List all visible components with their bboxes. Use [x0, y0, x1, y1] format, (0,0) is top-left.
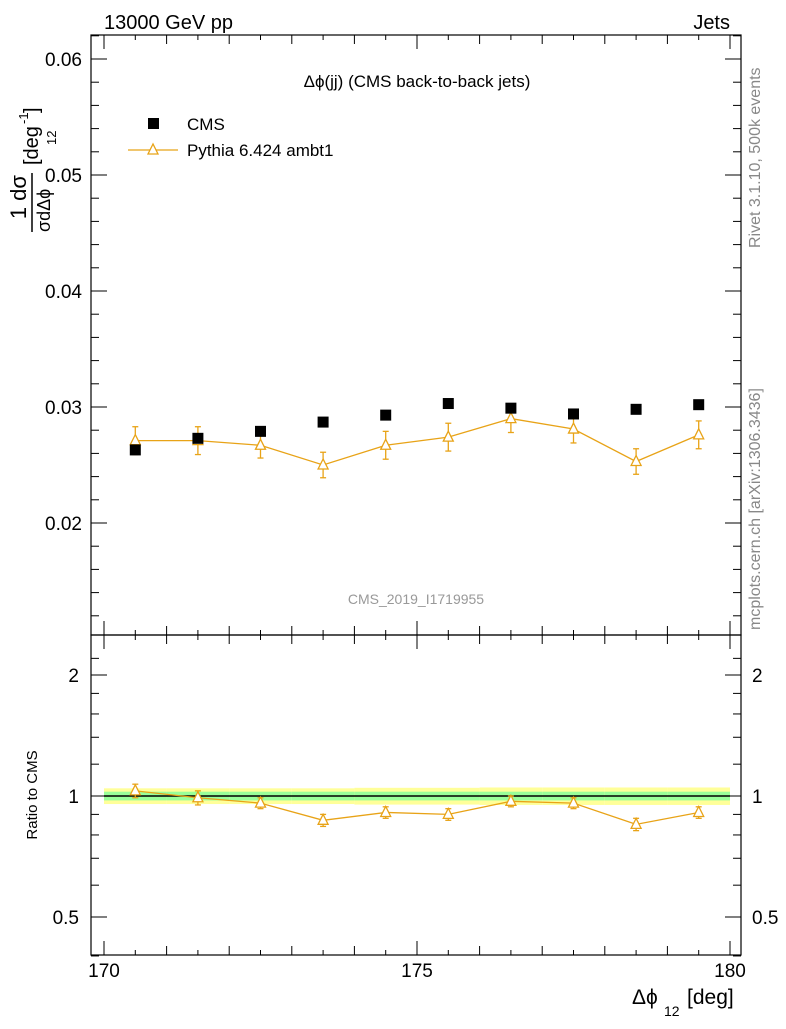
xlabel-sub: 12: [664, 1003, 680, 1019]
ratio-y-tick-label-right: 1: [752, 787, 763, 808]
x-tick-label: 170: [88, 961, 120, 982]
mc-ratio-point: [317, 812, 330, 825]
mc-ratio-point: [191, 790, 204, 803]
legend-mc-marker: [146, 142, 160, 155]
mc-ratio-point: [630, 816, 643, 830]
y-tick-label: 0.02: [45, 514, 82, 535]
mc-ratio-point: [254, 795, 267, 808]
rivet-label: Rivet 3.1.10, 500k events: [747, 67, 764, 248]
data-point: [442, 398, 454, 410]
xlabel-unit: [deg]: [687, 986, 734, 1009]
data-point: [693, 399, 705, 411]
mc-point: [317, 457, 330, 470]
ylabel-unit-close: ]: [21, 107, 43, 113]
legend: CMS Pythia 6.424 ambt1: [128, 115, 333, 160]
mc-ratio-point: [504, 793, 517, 806]
x-tick-label: 180: [714, 961, 746, 982]
data-point: [505, 402, 517, 414]
data-point: [630, 403, 642, 415]
ylabel-denominator-sub: 12: [44, 131, 59, 145]
xlabel: Δϕ 12 [deg]: [632, 986, 734, 1019]
data-point: [192, 432, 204, 444]
y-tick-label: 0.05: [45, 166, 82, 187]
plot-title: Δϕ(jj) (CMS back-to-back jets): [304, 72, 531, 91]
mc-line: [135, 417, 699, 466]
ratio-y-tick-label: 1: [68, 787, 79, 808]
ratio-frame: [90, 634, 742, 956]
ylabel-numerator: 1 dσ: [6, 175, 31, 220]
ratio-y-tick-label: 0.5: [53, 908, 79, 929]
mc-main-series: [129, 404, 705, 479]
mc-point: [630, 454, 643, 467]
mc-ratio-point: [442, 806, 455, 820]
header-left: 13000 GeV pp: [104, 12, 233, 34]
x-tick-label: 175: [401, 961, 433, 982]
legend-data-marker: [148, 118, 159, 129]
data-point: [380, 409, 392, 421]
y-tick-label: 0.04: [45, 282, 82, 303]
mc-point: [129, 433, 142, 446]
data-point: [317, 416, 329, 428]
legend-mc-label: Pythia 6.424 ambt1: [187, 141, 333, 160]
ylabel-unit-sup: -1: [16, 112, 31, 124]
mc-point: [567, 421, 580, 434]
y-tick-label: 0.03: [45, 398, 82, 419]
ylabel-denominator: σdΔϕ: [34, 189, 54, 232]
data-point: [568, 408, 579, 420]
mc-ratio-line: [135, 790, 699, 826]
mc-ratio-point: [379, 805, 392, 818]
y-tick-label: 0.06: [45, 50, 82, 71]
data-main-series: [129, 398, 705, 456]
mc-point: [692, 427, 705, 440]
ratio-y-tick-label: 2: [68, 666, 79, 687]
header-right: Jets: [693, 12, 730, 34]
analysis-watermark: CMS_2019_I1719955: [348, 591, 484, 607]
mc-point: [442, 429, 455, 442]
axis-ticks: [91, 35, 741, 957]
mc-ratio-point: [129, 783, 142, 796]
mc-ratio-point: [567, 795, 580, 808]
mc-point: [504, 411, 517, 424]
ratio-y-tick-label-right: 0.5: [752, 908, 778, 929]
xlabel-main: Δϕ: [632, 986, 658, 1009]
main-ylabel: 1 dσ σdΔϕ 12 [deg -1 ]: [6, 107, 59, 232]
mc-ratio-point: [692, 805, 705, 818]
ylabel-unit: [deg: [21, 126, 43, 165]
legend-data-label: CMS: [187, 115, 225, 134]
mc-point: [379, 437, 392, 450]
ratio-y-tick-label-right: 2: [752, 666, 763, 687]
ratio-ylabel: Ratio to CMS: [24, 750, 41, 839]
data-point: [255, 425, 266, 437]
mcplots-label: mcplots.cern.ch [arXiv:1306.3436]: [747, 388, 764, 630]
data-point: [129, 444, 141, 456]
mc-point: [254, 437, 267, 450]
mc-ratio-series: [129, 783, 705, 832]
